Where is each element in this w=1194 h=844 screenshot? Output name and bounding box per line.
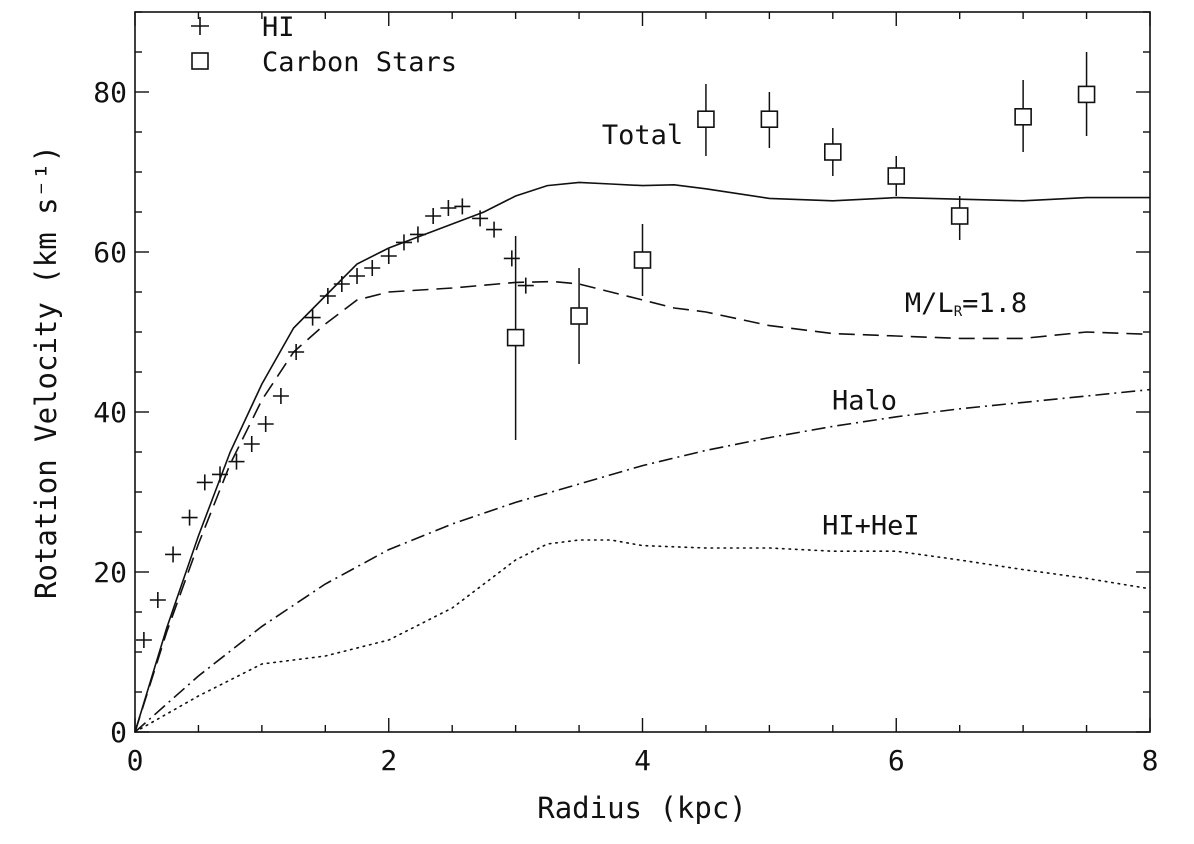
hi-point <box>364 260 381 276</box>
hi-point <box>395 234 412 251</box>
y-tick-label: 40 <box>93 396 127 429</box>
x-tick-label: 2 <box>380 744 397 777</box>
x-tick-label: 8 <box>1142 744 1159 777</box>
carbon-star-point <box>633 224 652 296</box>
hi-point <box>304 309 321 326</box>
curve-m-l-r-1-8 <box>134 280 1151 733</box>
carbon-star-marker <box>697 110 715 128</box>
legend-square <box>191 52 209 70</box>
hi-point <box>440 200 457 216</box>
model-curves <box>134 181 1151 733</box>
carbon-star-marker <box>950 207 969 225</box>
hi-point <box>212 466 229 483</box>
hi-point <box>319 288 336 304</box>
curve-halo <box>134 388 1151 733</box>
y-axis-label: Rotation Velocity (km s⁻¹) <box>29 145 63 599</box>
carbon-star-marker <box>887 167 906 185</box>
hi-point <box>472 210 489 227</box>
carbon-star-point <box>1014 80 1032 152</box>
carbon-star-marker <box>824 143 842 161</box>
hi-point <box>454 198 471 215</box>
hi-point <box>409 226 426 243</box>
hi-point <box>288 344 305 360</box>
hi-point <box>425 208 442 224</box>
carbon-star-point <box>760 92 779 148</box>
carbon-star-marker <box>633 251 652 269</box>
y-tick-label: 0 <box>110 716 127 749</box>
hi-point <box>165 546 182 563</box>
legend-label: Carbon Stars <box>262 47 457 78</box>
hi-point <box>228 453 245 470</box>
data-points <box>135 52 1096 648</box>
hi-point <box>486 221 503 238</box>
curve-label-total: Total <box>602 120 683 151</box>
x-tick-label: 0 <box>127 744 144 777</box>
carbon-star-point <box>887 156 906 196</box>
hi-point <box>349 268 366 284</box>
hi-point <box>181 509 198 526</box>
curve-total <box>134 181 1150 733</box>
hi-point <box>517 277 534 294</box>
carbon-star-point <box>697 84 715 156</box>
x-axis-label: Radius (kpc) <box>537 791 747 825</box>
hi-point <box>196 474 213 491</box>
curve-label-hi-hei: HI+HeI <box>822 510 920 541</box>
x-tick-label: 4 <box>634 744 651 777</box>
carbon-star-marker <box>570 307 588 325</box>
hi-point <box>243 436 260 452</box>
carbon-star-point <box>1077 52 1096 136</box>
carbon-star-point <box>506 236 525 440</box>
hi-point <box>503 250 520 267</box>
x-tick-label: 6 <box>888 744 905 777</box>
carbon-star-marker <box>506 328 525 347</box>
hi-point <box>380 248 397 264</box>
y-tick-label: 60 <box>93 236 127 269</box>
curve-label-m-l: M/LR=1.8 <box>905 288 1027 320</box>
y-tick-label: 20 <box>93 556 127 589</box>
hi-point <box>135 632 152 648</box>
hi-point <box>257 416 274 432</box>
curve-labels: Total M/LR=1.8 Halo HI+HeI <box>602 120 1027 541</box>
carbon-star-point <box>950 196 969 240</box>
curve-hi-hei <box>134 539 1151 733</box>
legend: HI Carbon Stars <box>191 12 457 78</box>
carbon-star-marker <box>1077 85 1096 104</box>
legend-label: HI <box>262 12 295 43</box>
hi-point <box>333 276 350 292</box>
carbon-star-point <box>824 128 842 176</box>
curve-label-halo: Halo <box>832 386 897 417</box>
y-tick-label: 80 <box>93 76 127 109</box>
carbon-star-point <box>570 268 588 364</box>
carbon-star-marker <box>1014 108 1032 126</box>
carbon-star-marker <box>760 110 779 128</box>
hi-point <box>149 592 166 608</box>
hi-point <box>272 388 289 404</box>
